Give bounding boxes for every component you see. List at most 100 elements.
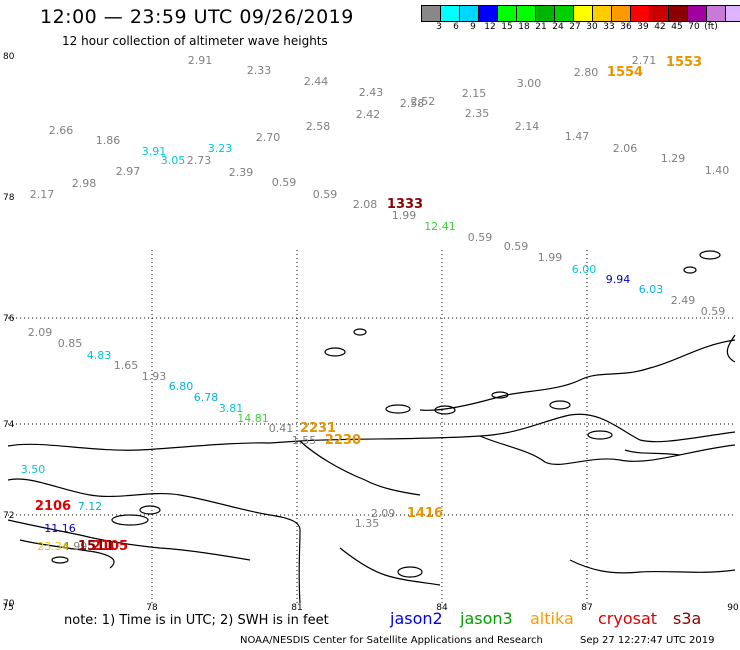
- wave-height-label: 0.59: [272, 176, 297, 189]
- wave-height-label: 14.81: [237, 412, 269, 425]
- color-scale-labels: 3 6 9 12 15 18 21 24 27 30 33 36 39 42 45 70 (ft): [422, 22, 732, 34]
- wave-height-label: 2230: [325, 433, 361, 448]
- wave-height-label: 1.47: [565, 130, 590, 143]
- satellite-altika: altika: [530, 609, 574, 628]
- color-swatch: [459, 5, 479, 22]
- color-swatch: [497, 5, 517, 22]
- wave-height-label: 1.29: [661, 152, 686, 165]
- color-scale-label: 27: [569, 22, 581, 32]
- wave-height-label: 2.33: [247, 64, 272, 77]
- map-subtitle: 12 hour collection of altimeter wave hei…: [62, 34, 328, 48]
- color-scale-label: 21: [535, 22, 547, 32]
- wave-height-label: 0.59: [313, 188, 338, 201]
- lon-tick-label: 78: [146, 603, 158, 613]
- coastline-segment: [339, 547, 441, 586]
- wave-height-label: 1.99: [392, 209, 417, 222]
- lat-tick-label: 80: [3, 52, 15, 62]
- coastline-segment: [726, 334, 736, 363]
- wave-height-label: 1554: [607, 65, 643, 80]
- color-scale-label: 33: [603, 22, 615, 32]
- coastline-segment: [19, 539, 115, 569]
- coastline-segment: [7, 478, 301, 531]
- wave-height-label: 2.49: [671, 294, 696, 307]
- wave-height-label: 1.86: [96, 134, 121, 147]
- wave-height-label: 2231: [300, 421, 336, 436]
- wave-height-label: 2.09: [28, 326, 53, 339]
- wave-height-label: 2.52: [411, 95, 436, 108]
- wave-height-label: 1.35: [355, 517, 380, 530]
- color-swatch: [516, 5, 536, 22]
- color-swatch: [554, 5, 574, 22]
- wave-height-label: 2.15: [462, 87, 487, 100]
- color-scale-label: 3: [436, 22, 442, 32]
- island-outline: [51, 556, 69, 564]
- wave-height-label: 2.14: [515, 120, 540, 133]
- color-swatch: [725, 5, 740, 22]
- wave-height-label: 2.06: [613, 142, 638, 155]
- wave-height-label: 0.59: [468, 231, 493, 244]
- wave-height-label: 0.59: [701, 305, 726, 318]
- wave-height-label: 3.91: [142, 145, 167, 158]
- wave-height-label: 2.66: [49, 124, 74, 137]
- color-swatch: [630, 5, 650, 22]
- color-scale-label: 6: [453, 22, 459, 32]
- coastline-segment: [298, 529, 301, 604]
- wave-height-label: 1.93: [142, 370, 167, 383]
- wave-height-label: 2105: [92, 539, 128, 554]
- wave-height-label: 3.50: [21, 463, 46, 476]
- wave-height-label: 2.17: [30, 188, 55, 201]
- lon-tick-label: 84: [436, 603, 448, 613]
- wave-height-label: 2.43: [359, 86, 384, 99]
- color-scale-bar: [421, 5, 740, 22]
- island-outline: [699, 250, 721, 260]
- wave-height-label: 2.71: [632, 54, 657, 67]
- coastline-segment: [7, 413, 736, 451]
- wave-height-label: 2.09: [371, 507, 396, 520]
- wave-height-label: 2.70: [256, 131, 281, 144]
- footer-agency: NOAA/NESDIS Center for Satellite Applica…: [240, 635, 543, 646]
- wave-height-label: 1.99: [538, 251, 563, 264]
- coastline-segment: [419, 339, 736, 411]
- satellite-jason3: jason3: [460, 609, 513, 628]
- note-text: note: 1) Time is in UTC; 2) SWH is in fe…: [64, 613, 329, 628]
- wave-height-labels: 2.912.332.442.432.522.582.153.002.802.71…: [21, 54, 730, 554]
- color-swatch: [592, 5, 612, 22]
- wave-height-label: 11.16: [44, 522, 76, 535]
- wave-height-label: 3.23: [208, 142, 233, 155]
- island-outline: [111, 514, 149, 526]
- coastline-segment: [7, 519, 251, 561]
- wave-height-label: 2.44: [304, 75, 329, 88]
- island-outline: [385, 404, 411, 414]
- island-outline: [683, 266, 697, 274]
- wave-height-label: 1.40: [705, 164, 730, 177]
- wave-height-label: 2.58: [306, 120, 331, 133]
- color-scale-label: 45: [671, 22, 683, 32]
- wave-height-label: 12.41: [424, 220, 456, 233]
- lon-tick-label: 87: [581, 603, 592, 613]
- color-scale-label: (ft): [704, 22, 718, 32]
- lat-tick-label: 76: [3, 314, 15, 324]
- wave-height-label: 6.80: [169, 380, 194, 393]
- wave-height-label: 6.03: [639, 283, 664, 296]
- color-swatch: [687, 5, 707, 22]
- wave-height-label: 1.55: [292, 434, 317, 447]
- island-outline: [491, 391, 509, 399]
- color-swatch: [421, 5, 441, 22]
- lat-tick-label: 72: [3, 511, 14, 521]
- wave-height-label: 7.12: [78, 500, 103, 513]
- lat-tick-label: 70: [3, 599, 15, 609]
- wave-height-label: 1416: [407, 506, 443, 521]
- color-scale-label: 15: [501, 22, 513, 32]
- color-scale-label: 42: [654, 22, 666, 32]
- color-scale-label: 12: [484, 22, 496, 32]
- wave-height-label: 3.00: [517, 77, 542, 90]
- color-scale-label: 39: [637, 22, 649, 32]
- coastline-segment: [479, 435, 736, 465]
- wave-height-label: 1333: [387, 197, 423, 212]
- color-scale-label: 24: [552, 22, 564, 32]
- wave-height-label: 3.81: [219, 402, 244, 415]
- wave-height-label: 2.39: [229, 166, 254, 179]
- wave-height-label: 2.42: [356, 108, 381, 121]
- wave-height-label: 2.58: [400, 97, 425, 110]
